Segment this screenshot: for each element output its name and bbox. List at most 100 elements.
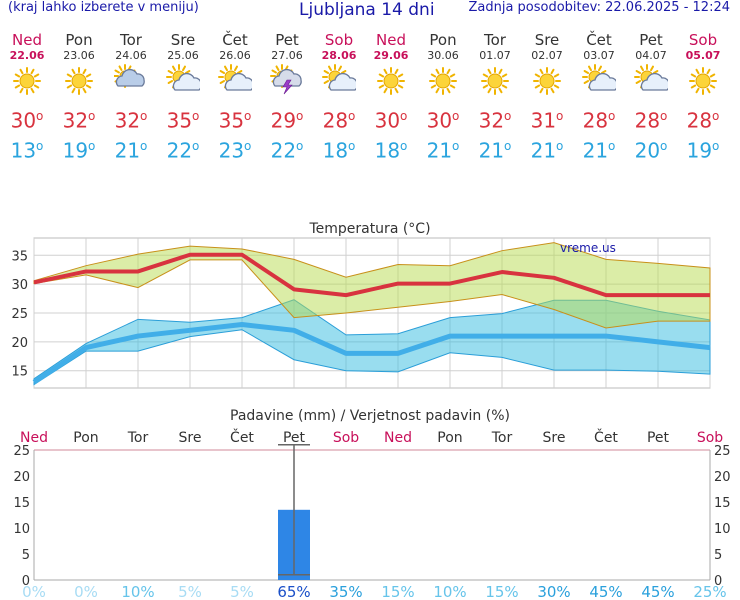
temp-min: 19o xyxy=(62,138,96,163)
day-date: 30.06 xyxy=(427,49,459,62)
day-name: Tor xyxy=(120,31,142,49)
weather-icon-slot xyxy=(521,64,573,98)
min-temp-range xyxy=(33,299,711,386)
day-name: Pon xyxy=(429,31,457,49)
max-temp-line xyxy=(33,252,710,298)
day-name: Ned xyxy=(376,31,406,49)
precip-day-label: Ned xyxy=(384,430,412,446)
temp-max: 32o xyxy=(478,108,512,133)
day-name: Pet xyxy=(275,31,299,49)
sun-cloud-icon xyxy=(634,64,670,91)
day-column: Ned 29.06 30o 18o xyxy=(365,32,417,163)
precip-ytick-left: 15 xyxy=(13,496,30,511)
day-column: Ned 22.06 30o 13o xyxy=(1,32,53,163)
precip-ytick-left: 5 xyxy=(22,548,30,563)
temp-min: 21o xyxy=(582,138,616,163)
min-temp-line xyxy=(32,322,711,385)
precip-probability: 10% xyxy=(433,583,466,600)
precip-day-label: Sob xyxy=(333,430,359,446)
weather-icon-slot xyxy=(625,64,677,98)
watermark: vreme.us xyxy=(560,241,616,255)
max-temp-range xyxy=(33,242,711,329)
precip-day-label: Ned xyxy=(20,430,48,446)
temp-min: 23o xyxy=(218,138,252,163)
day-column: Sre 25.06 35o 22o xyxy=(157,32,209,163)
precip-probability: 45% xyxy=(589,583,622,600)
temp-ytick: 15 xyxy=(11,365,28,380)
precip-ytick-right: 10 xyxy=(714,522,731,537)
day-name: Pet xyxy=(639,31,663,49)
precip-day-label: Sob xyxy=(697,430,723,446)
precip-day-label: Pon xyxy=(73,430,98,446)
temp-min: 21o xyxy=(426,138,460,163)
temp-min: 22o xyxy=(270,138,304,163)
precip-ytick-left: 20 xyxy=(13,470,30,485)
temp-max: 28o xyxy=(582,108,616,133)
day-name: Ned xyxy=(12,31,42,49)
day-name: Tor xyxy=(484,31,506,49)
temp-min: 18o xyxy=(374,138,408,163)
temp-min: 21o xyxy=(478,138,512,163)
temp-ytick: 25 xyxy=(11,307,28,322)
day-date: 27.06 xyxy=(271,49,303,62)
precip-day-label: Sre xyxy=(543,430,566,446)
day-column: Pet 27.06 29o 22o xyxy=(261,32,313,163)
precip-probability: 5% xyxy=(178,583,202,600)
temp-max: 28o xyxy=(634,108,668,133)
page-title: Ljubljana 14 dni xyxy=(299,0,435,20)
temp-max: 35o xyxy=(218,108,252,133)
precip-probability: 30% xyxy=(537,583,570,600)
weather-icon-slot xyxy=(573,64,625,98)
day-date: 24.06 xyxy=(115,49,147,62)
temp-max: 29o xyxy=(270,108,304,133)
precip-ytick-right: 25 xyxy=(714,444,731,459)
precip-probability: 35% xyxy=(329,583,362,600)
day-column: Pet 04.07 28o 20o xyxy=(625,32,677,163)
precip-ytick-left: 0 xyxy=(22,574,30,589)
temp-max: 30o xyxy=(374,108,408,133)
day-date: 02.07 xyxy=(531,49,563,62)
sun-cloud-icon xyxy=(218,64,254,91)
precip-probability: 15% xyxy=(381,583,414,600)
day-date: 29.06 xyxy=(373,49,409,62)
precip-chart-title: Padavine (mm) / Verjetnost padavin (%) xyxy=(230,408,510,424)
day-date: 26.06 xyxy=(219,49,251,62)
weather-icon-slot xyxy=(313,64,365,98)
temp-min: 21o xyxy=(114,138,148,163)
temp-max: 35o xyxy=(166,108,200,133)
precip-ytick-right: 20 xyxy=(714,470,731,485)
weather-icon-slot xyxy=(209,64,261,98)
precip-day-label: Tor xyxy=(127,430,149,446)
precip-day-label: Pet xyxy=(283,430,306,446)
day-name: Čet xyxy=(586,31,612,49)
partly-cloudy-icon xyxy=(113,64,145,88)
day-column: Sob 05.07 28o 19o xyxy=(677,32,729,163)
weather-icon-slot xyxy=(469,64,521,98)
precip-day-label: Čet xyxy=(230,428,254,446)
day-date: 04.07 xyxy=(635,49,667,62)
temp-min: 21o xyxy=(530,138,564,163)
precip-probability: 45% xyxy=(641,583,674,600)
day-name: Sre xyxy=(170,31,196,49)
day-date: 01.07 xyxy=(479,49,511,62)
weather-icon-slot xyxy=(1,64,53,98)
sun-cloud-icon xyxy=(322,64,358,91)
sun-icon xyxy=(377,67,405,95)
day-date: 28.06 xyxy=(321,49,357,62)
precip-ytick-right: 15 xyxy=(714,496,731,511)
weather-icon-slot xyxy=(417,64,469,98)
temp-max: 30o xyxy=(10,108,44,133)
temp-chart-title: Temperatura (°C) xyxy=(308,221,430,237)
day-column: Sob 28.06 28o 18o xyxy=(313,32,365,163)
precip-probability: 15% xyxy=(485,583,518,600)
precip-probability: 25% xyxy=(693,583,726,600)
temp-max: 30o xyxy=(426,108,460,133)
weather-icon-slot xyxy=(157,64,209,98)
day-name: Pon xyxy=(65,31,93,49)
day-date: 23.06 xyxy=(63,49,95,62)
precip-day-label: Čet xyxy=(594,428,618,446)
sun-icon xyxy=(13,67,41,95)
day-date: 05.07 xyxy=(685,49,721,62)
precip-probability: 0% xyxy=(74,583,98,600)
weather-icon-slot xyxy=(677,64,729,98)
